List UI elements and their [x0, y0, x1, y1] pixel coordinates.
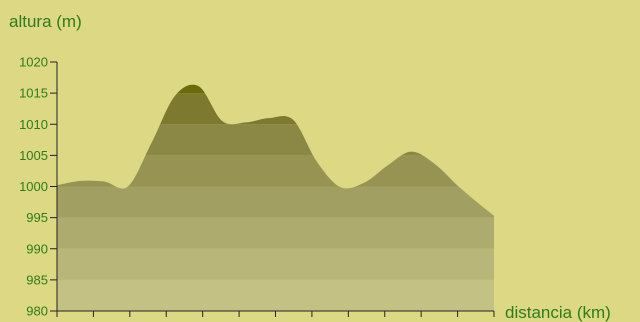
- y-tick-label: 1005: [19, 148, 48, 163]
- elevation-band: [57, 279, 494, 311]
- elevation-band: [57, 155, 494, 187]
- y-tick-label: 1015: [19, 86, 48, 101]
- y-tick-label: 1020: [19, 55, 48, 70]
- x-axis-title: distancia (km): [505, 303, 611, 322]
- elevation-band: [57, 248, 494, 280]
- y-tick-label: 1010: [19, 117, 48, 132]
- elevation-band: [57, 84, 494, 94]
- y-tick-label: 985: [26, 272, 48, 287]
- elevation-bands: [57, 31, 494, 311]
- y-tick-label: 995: [26, 210, 48, 225]
- elevation-band: [57, 186, 494, 218]
- x-axis-ticks: [56, 311, 495, 317]
- elevation-band: [57, 217, 494, 249]
- elevation-band: [57, 31, 494, 62]
- y-tick-label: 980: [26, 304, 48, 319]
- y-tick-label: 1000: [19, 179, 48, 194]
- y-axis-ticks: 980 985 990 995 1000 1005 1010 1015 1020: [19, 55, 57, 319]
- elevation-band: [57, 93, 494, 125]
- y-tick-label: 990: [26, 241, 48, 256]
- elevation-band: [57, 124, 494, 156]
- y-axis-title: altura (m): [9, 12, 82, 31]
